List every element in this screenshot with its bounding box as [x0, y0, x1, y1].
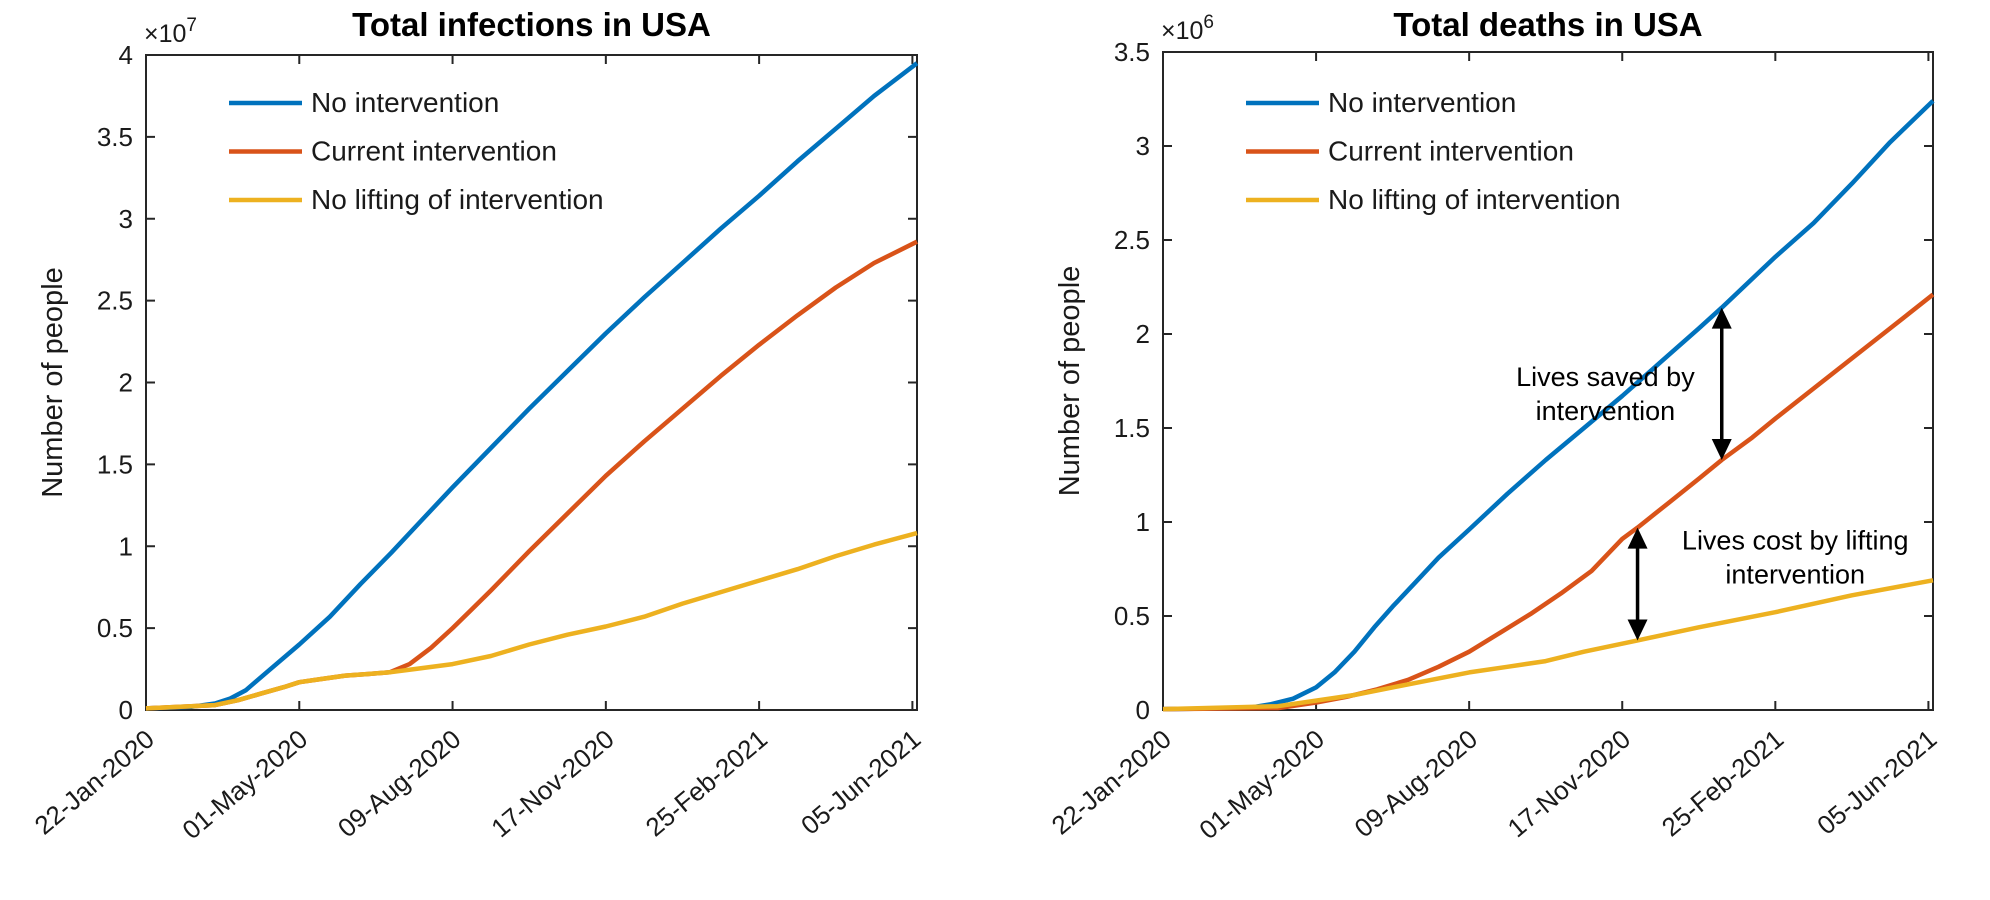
- y-tick-label: 3.5: [97, 122, 133, 152]
- legend-label: No lifting of intervention: [311, 184, 604, 215]
- legend-item: No lifting of intervention: [1246, 184, 1621, 215]
- annotation-text-line: intervention: [1725, 560, 1865, 590]
- x-tick-label-group: 09-Aug-2020: [1349, 724, 1483, 844]
- series-line-no-lifting-of-intervention: [145, 530, 918, 711]
- x-tick-label-group: 25-Feb-2021: [1656, 724, 1789, 843]
- x-tick-label-group: 22-Jan-2020: [29, 724, 160, 841]
- series-line-no-intervention: [145, 61, 919, 711]
- x-tick-label: 09-Aug-2020: [1349, 724, 1483, 844]
- arrow-head-down: [1627, 619, 1648, 641]
- legend-label: Current intervention: [1328, 136, 1574, 167]
- arrow-head-down: [1711, 438, 1732, 460]
- x-tick-label: 17-Nov-2020: [485, 724, 619, 844]
- y-axis-label: Number of people: [1054, 266, 1086, 497]
- annotation: Lives saved by intervention: [1516, 307, 1732, 460]
- y-tick-label: 4: [119, 40, 133, 70]
- y-tick-label: 0.5: [1114, 601, 1150, 631]
- x-tick-label: 17-Nov-2020: [1502, 724, 1636, 844]
- y-tick-label: 1: [119, 531, 133, 561]
- y-tick-label: 0: [1136, 695, 1150, 725]
- legend-item: No intervention: [1246, 87, 1516, 118]
- x-tick-label: 01-May-2020: [176, 724, 313, 845]
- x-tick-label-group: 22-Jan-2020: [1046, 724, 1177, 841]
- annotation-text-line: Lives saved by: [1516, 362, 1695, 392]
- legend-label: No intervention: [311, 87, 499, 118]
- legend-item: Current intervention: [1246, 136, 1574, 167]
- axis-box: [1162, 51, 1934, 711]
- annotation: Lives cost by lifting intervention: [1627, 526, 1909, 641]
- y-exponent-power: 7: [186, 15, 197, 36]
- x-tick-label-group: 17-Nov-2020: [485, 724, 619, 844]
- y-exponent-label: ×107: [144, 15, 197, 48]
- x-tick-label: 22-Jan-2020: [1046, 724, 1177, 841]
- x-tick-label-group: 05-Jun-2021: [795, 724, 926, 841]
- y-tick-label: 2.5: [97, 286, 133, 316]
- legend-label: No intervention: [1328, 87, 1516, 118]
- y-exponent-prefix: ×10: [144, 20, 186, 48]
- x-tick-label-group: 01-May-2020: [1193, 724, 1330, 845]
- y-tick-label: 1.5: [1114, 413, 1150, 443]
- y-axis-label: Number of people: [37, 267, 69, 498]
- x-tick-label-group: 17-Nov-2020: [1502, 724, 1636, 844]
- x-tick-label: 09-Aug-2020: [332, 724, 466, 844]
- y-tick-label: 3.5: [1114, 37, 1150, 67]
- y-exponent-prefix: ×10: [1161, 17, 1203, 45]
- chart-title: Total deaths in USA: [1393, 6, 1702, 43]
- x-tick-label: 05-Jun-2021: [795, 724, 926, 841]
- annotation-text-line: intervention: [1536, 396, 1676, 426]
- x-tick-label-group: 05-Jun-2021: [1811, 724, 1942, 841]
- x-tick-label-group: 01-May-2020: [176, 724, 313, 845]
- y-tick-label: 1: [1136, 507, 1150, 537]
- x-tick-label: 01-May-2020: [1193, 724, 1330, 845]
- series-line-current-intervention: [145, 239, 919, 711]
- x-tick-label: 22-Jan-2020: [29, 724, 160, 841]
- chart-deaths: 0 0.5 1 1.5 2 2.5 3 3.5 22-Jan-2020 01-May-2020 09…: [1046, 6, 1943, 845]
- y-tick-label: 2: [1136, 319, 1150, 349]
- arrow-head-up: [1627, 527, 1648, 549]
- legend-label: No lifting of intervention: [1328, 184, 1621, 215]
- annotation-text-line: Lives cost by lifting: [1682, 526, 1909, 556]
- y-tick-label: 3: [1136, 131, 1150, 161]
- y-tick-label: 0.5: [97, 613, 133, 643]
- legend-item: Current intervention: [229, 136, 557, 167]
- y-exponent-power: 6: [1203, 12, 1214, 33]
- x-tick-label: 25-Feb-2021: [640, 724, 773, 843]
- x-tick-label-group: 09-Aug-2020: [332, 724, 466, 844]
- y-tick-label: 3: [119, 204, 133, 234]
- legend-item: No intervention: [229, 87, 499, 118]
- legend-item: No lifting of intervention: [229, 184, 604, 215]
- arrow-head-up: [1711, 307, 1732, 329]
- chart-title: Total infections in USA: [352, 6, 711, 43]
- x-tick-label: 05-Jun-2021: [1811, 724, 1942, 841]
- x-tick-label: 25-Feb-2021: [1656, 724, 1789, 843]
- legend-label: Current intervention: [311, 136, 557, 167]
- series-line-no-intervention: [1162, 99, 1935, 712]
- y-tick-label: 0: [119, 695, 133, 725]
- y-exponent-label: ×106: [1161, 12, 1214, 45]
- series-line-no-lifting-of-intervention: [1162, 578, 1934, 712]
- y-tick-label: 1.5: [97, 449, 133, 479]
- y-tick-label: 2.5: [1114, 225, 1150, 255]
- series-line-current-intervention: [1162, 292, 1935, 712]
- x-tick-label-group: 25-Feb-2021: [640, 724, 773, 843]
- y-tick-label: 2: [119, 368, 133, 398]
